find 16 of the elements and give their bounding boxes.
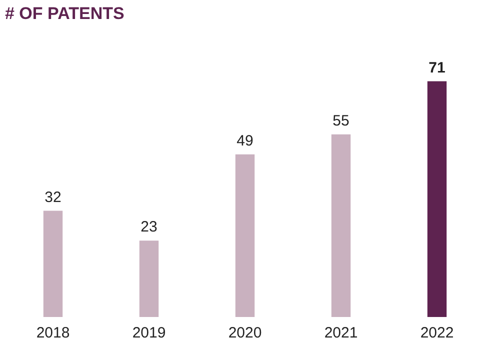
x-tick-label: 2018 <box>36 324 70 342</box>
data-label: 71 <box>428 59 446 76</box>
data-label: 32 <box>44 188 62 206</box>
data-label: 55 <box>332 112 350 130</box>
bar <box>43 210 63 317</box>
x-tick-label: 2022 <box>420 324 454 342</box>
data-label: 23 <box>140 218 158 236</box>
bar <box>139 240 159 317</box>
x-tick-label: 2019 <box>132 324 166 342</box>
chart-title: # OF PATENTS <box>5 4 124 23</box>
x-tick-label: 2021 <box>324 324 358 342</box>
bar <box>235 154 255 317</box>
x-tick-label: 2020 <box>228 324 262 342</box>
bar <box>331 134 351 317</box>
bar <box>427 81 447 317</box>
data-label: 49 <box>236 132 254 150</box>
